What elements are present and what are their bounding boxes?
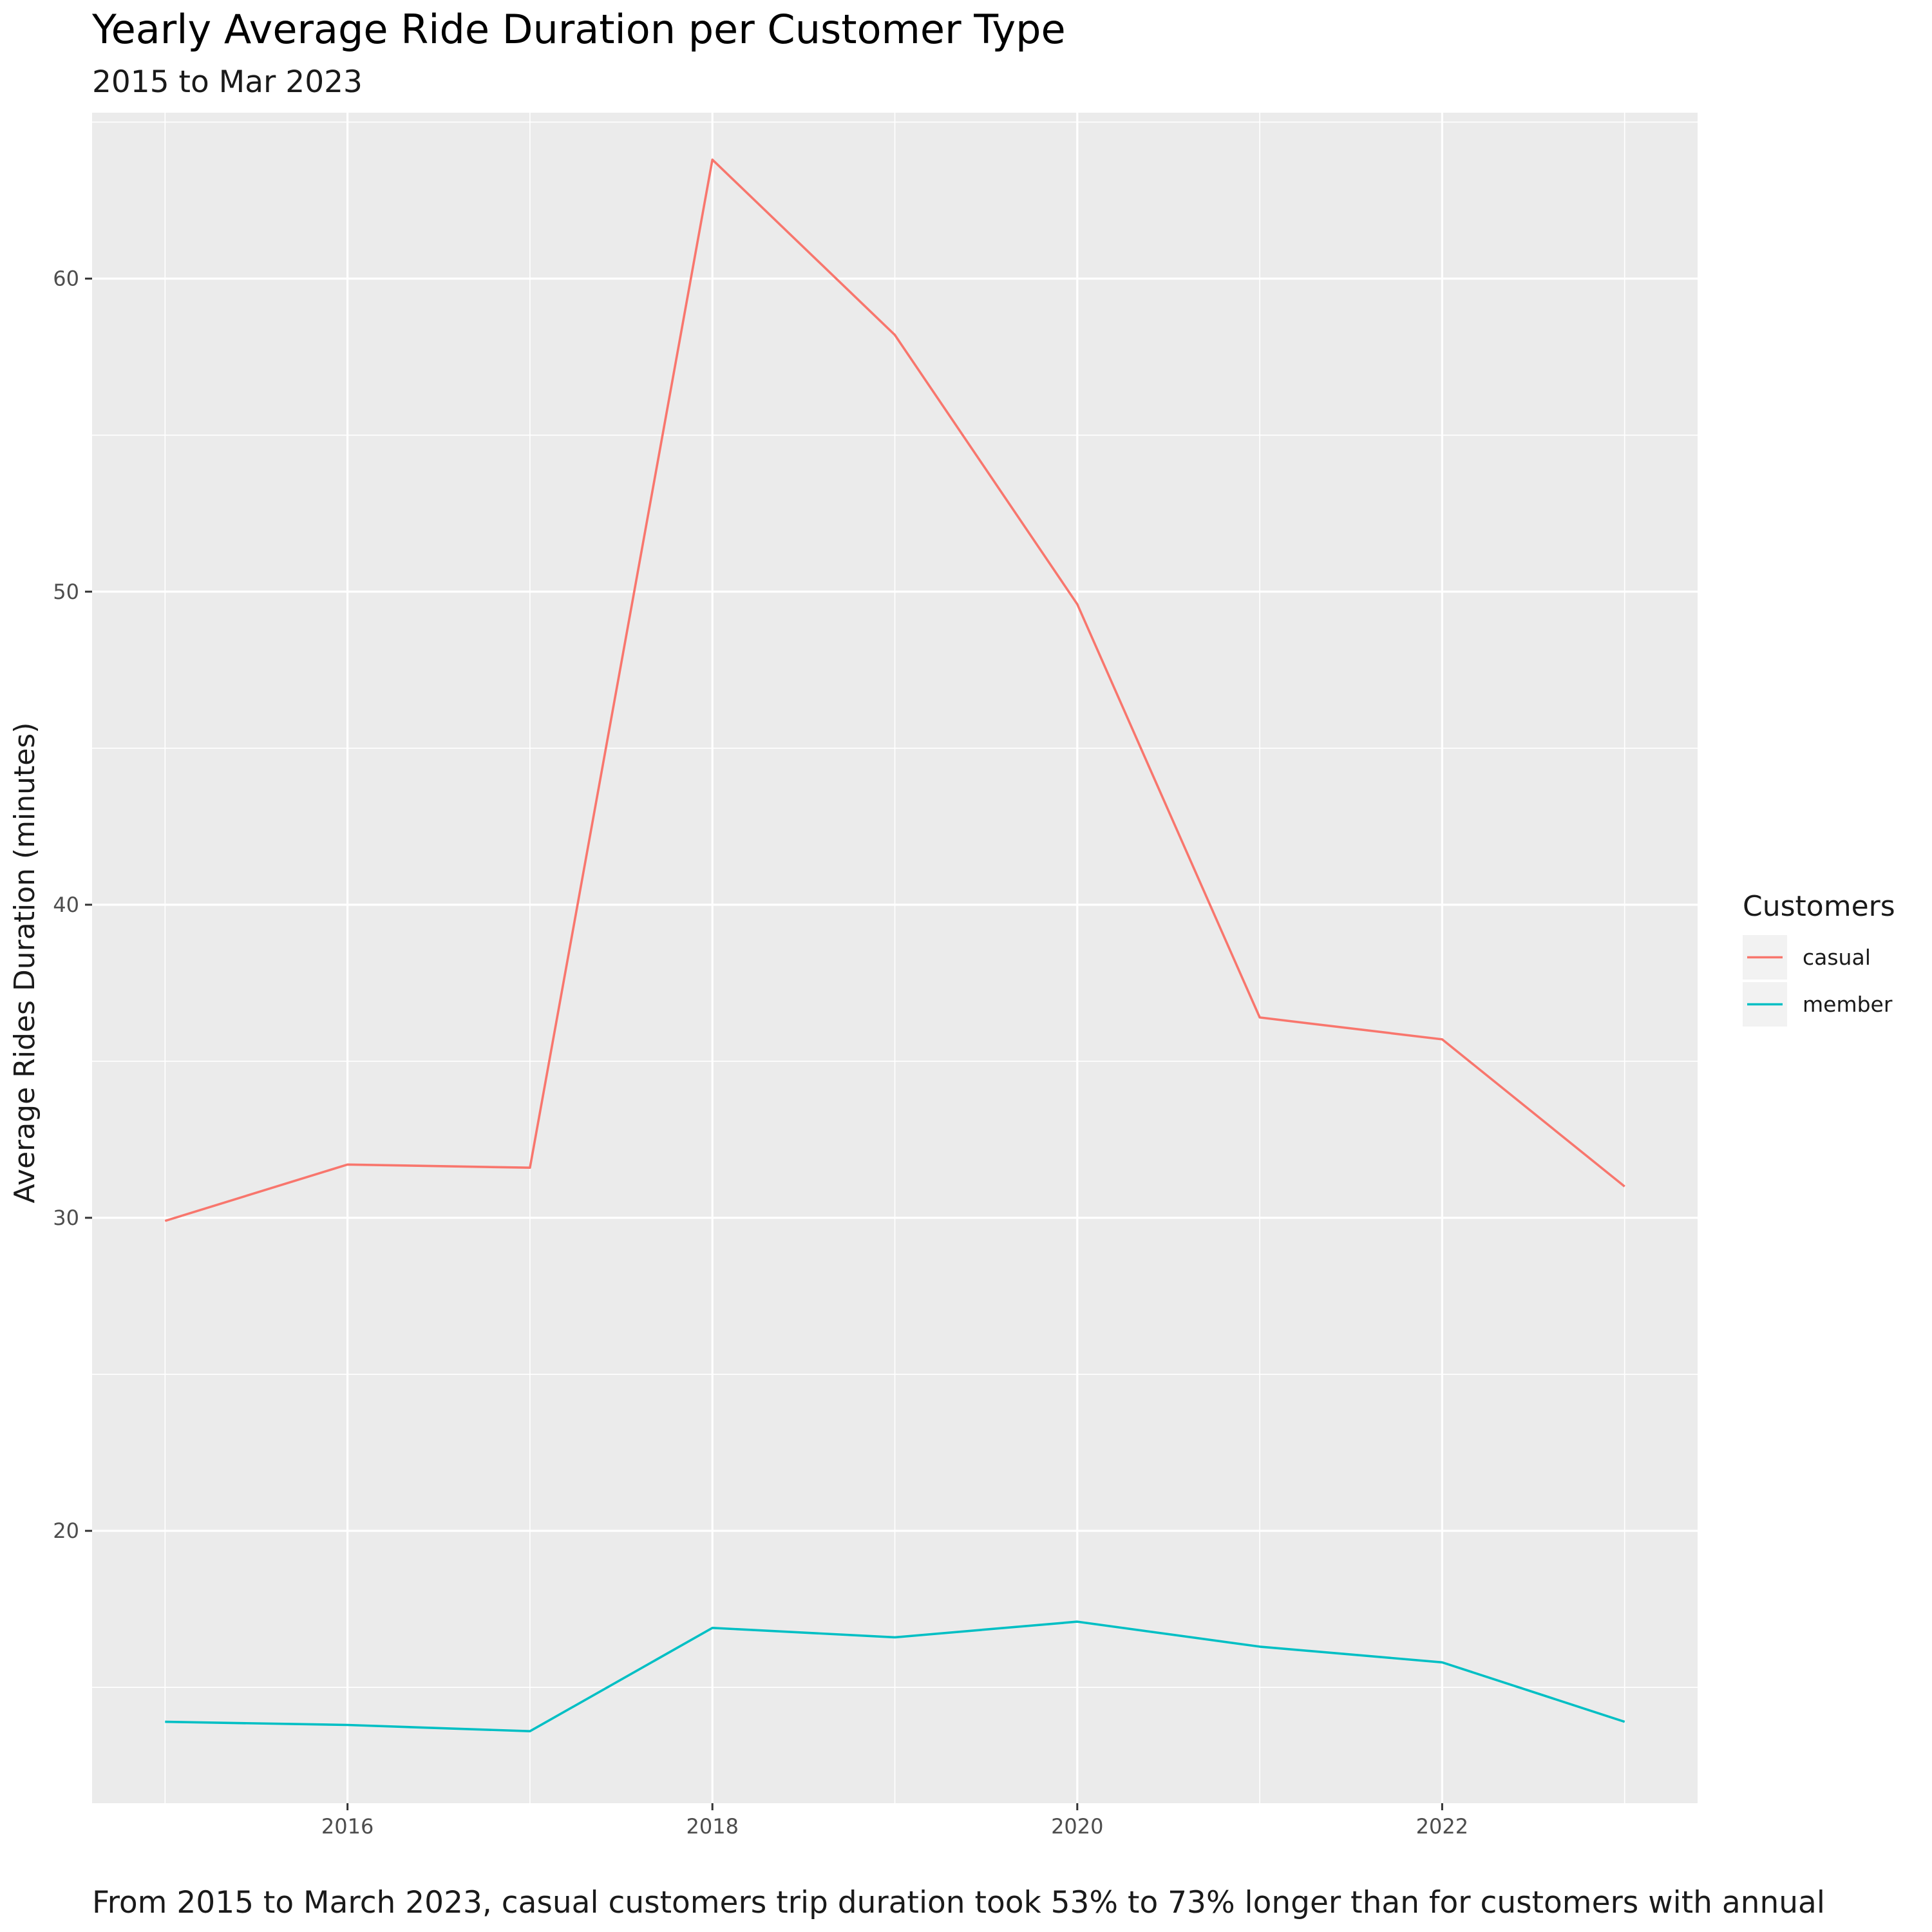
x-tick-label: 2016 xyxy=(321,1814,374,1839)
y-axis-title: Average Rides Duration (minutes) xyxy=(8,723,41,1204)
y-axis: 20 30 40 50 60 xyxy=(53,267,92,1543)
series-line-member xyxy=(165,1620,1625,1732)
chart-caption: From 2015 to March 2023, casual customer… xyxy=(92,1885,1825,1920)
x-tick-label: 2018 xyxy=(686,1814,738,1839)
chart-subtitle: 2015 to Mar 2023 xyxy=(92,64,363,100)
x-tick-label: 2020 xyxy=(1051,1814,1103,1839)
y-tick-label: 40 xyxy=(53,893,79,917)
x-axis: 2016 2018 2020 2022 xyxy=(321,1803,1468,1839)
legend-title: Customers xyxy=(1743,890,1895,923)
y-tick-label: 20 xyxy=(53,1519,79,1543)
series-line-casual xyxy=(164,158,1625,1222)
chart-title: Yearly Average Ride Duration per Custome… xyxy=(91,6,1066,53)
y-tick-label: 60 xyxy=(53,267,79,291)
legend: Customers casual member xyxy=(1743,890,1895,1027)
minor-gridlines xyxy=(92,113,1698,1803)
series-lines xyxy=(164,158,1625,1732)
y-tick-label: 30 xyxy=(53,1206,79,1230)
legend-label-casual: casual xyxy=(1803,945,1871,970)
y-tick-label: 50 xyxy=(53,580,79,604)
legend-label-member: member xyxy=(1803,992,1893,1017)
major-gridlines xyxy=(92,113,1698,1803)
x-tick-label: 2022 xyxy=(1416,1814,1468,1839)
